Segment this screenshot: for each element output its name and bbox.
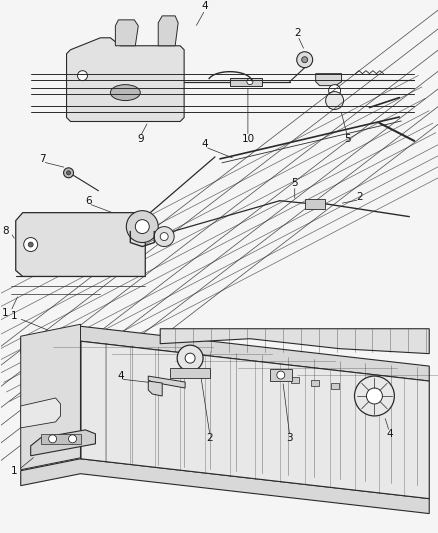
- Circle shape: [177, 345, 203, 371]
- Polygon shape: [160, 329, 428, 354]
- Text: 4: 4: [201, 139, 208, 149]
- Ellipse shape: [110, 85, 140, 101]
- Text: 5: 5: [291, 178, 297, 188]
- Bar: [230, 78, 261, 86]
- Circle shape: [28, 242, 33, 247]
- Circle shape: [154, 227, 174, 247]
- Circle shape: [296, 52, 312, 68]
- Text: 8: 8: [2, 225, 9, 236]
- Text: 4: 4: [385, 429, 392, 439]
- Text: 1: 1: [11, 311, 18, 321]
- Polygon shape: [21, 326, 428, 381]
- Circle shape: [64, 168, 73, 178]
- Circle shape: [24, 238, 38, 252]
- Circle shape: [135, 220, 149, 233]
- Bar: [41, 434, 80, 444]
- Circle shape: [49, 435, 57, 443]
- Polygon shape: [31, 430, 95, 456]
- Polygon shape: [115, 20, 138, 46]
- Circle shape: [67, 171, 71, 175]
- Bar: [310, 380, 318, 386]
- Circle shape: [68, 435, 76, 443]
- Bar: [304, 199, 324, 209]
- Circle shape: [78, 71, 87, 80]
- Circle shape: [126, 211, 158, 243]
- Text: 1: 1: [11, 466, 18, 476]
- Text: 5: 5: [343, 134, 350, 144]
- Circle shape: [325, 92, 343, 109]
- Text: 10: 10: [241, 134, 254, 144]
- Polygon shape: [170, 368, 209, 378]
- Circle shape: [276, 371, 284, 379]
- Polygon shape: [148, 376, 185, 388]
- Circle shape: [246, 79, 252, 85]
- Text: 6: 6: [85, 196, 92, 206]
- Polygon shape: [148, 381, 162, 396]
- Polygon shape: [80, 341, 428, 499]
- Text: 3: 3: [286, 433, 293, 443]
- Circle shape: [301, 56, 307, 63]
- Bar: [290, 377, 298, 383]
- Circle shape: [185, 353, 194, 363]
- Circle shape: [366, 388, 381, 404]
- Polygon shape: [315, 74, 341, 86]
- Text: 9: 9: [137, 134, 143, 144]
- Bar: [330, 383, 338, 389]
- Bar: [269, 369, 291, 381]
- Text: 2: 2: [355, 192, 362, 201]
- Text: 7: 7: [39, 154, 46, 164]
- Text: 1: 1: [2, 308, 9, 318]
- Text: 2: 2: [206, 433, 213, 443]
- Polygon shape: [67, 38, 184, 122]
- Circle shape: [328, 85, 340, 96]
- Polygon shape: [16, 213, 145, 277]
- Text: 4: 4: [201, 1, 208, 11]
- Circle shape: [354, 376, 393, 416]
- Text: 4: 4: [117, 371, 124, 381]
- Text: 2: 2: [294, 28, 300, 38]
- Polygon shape: [21, 398, 60, 428]
- Polygon shape: [21, 324, 80, 470]
- Polygon shape: [21, 459, 428, 514]
- Circle shape: [160, 232, 168, 240]
- Polygon shape: [158, 16, 178, 46]
